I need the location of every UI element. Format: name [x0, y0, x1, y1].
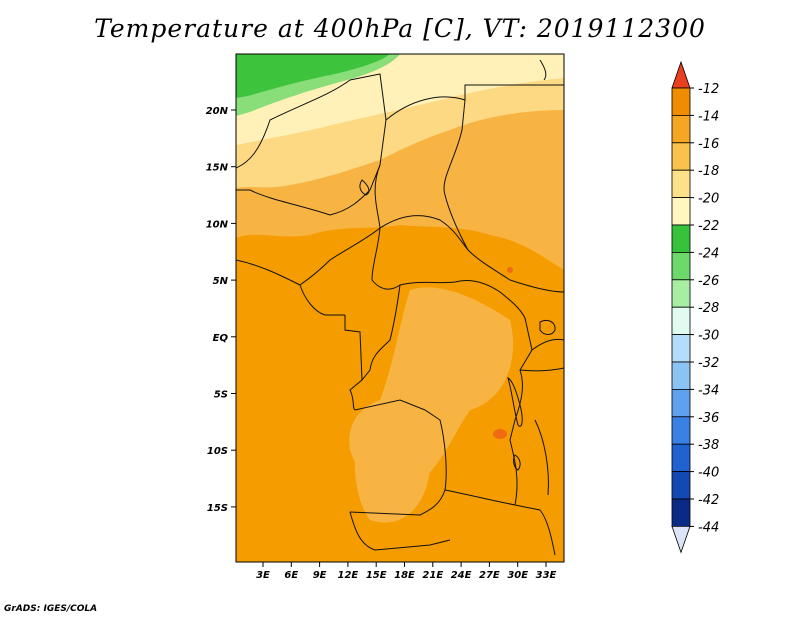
colorbar-high-triangle [671, 60, 691, 89]
border-line [344, 315, 447, 516]
map-frame [235, 53, 565, 563]
colorbar-label: -24 [698, 246, 719, 261]
colorbar-segment [671, 361, 691, 390]
field-hot-spot [507, 267, 513, 273]
colorbar-label: -16 [698, 137, 719, 152]
colorbar-label: -14 [698, 109, 719, 124]
field-hot-spot [493, 429, 507, 439]
lon-tick-label: 27E [479, 570, 500, 581]
field-green-patch [236, 54, 390, 98]
lat-tick-label: 5S [214, 390, 228, 401]
colorbar-segment [671, 443, 691, 473]
lake-outline [507, 377, 523, 427]
colorbar-label: -36 [698, 411, 719, 426]
colorbar-label: -18 [698, 164, 719, 179]
lat-tick-label: 10N [206, 219, 229, 230]
colorbar-label: -40 [698, 466, 719, 481]
border-line [349, 511, 451, 551]
lon-tick-label: 6E [284, 570, 298, 581]
lon-tick-label: 18E [394, 570, 415, 581]
colorbar-label: -44 [698, 520, 719, 535]
colorbar-label: -22 [698, 219, 719, 234]
colorbar-label: -30 [698, 329, 719, 344]
lat-tick-label: 5N [213, 276, 229, 287]
colorbar-segment [671, 87, 691, 116]
colorbar-segment [671, 334, 691, 363]
lon-tick-label: 24E [451, 570, 472, 581]
lat-tick-label: 15S [207, 503, 228, 514]
border-line [299, 164, 381, 286]
colorbar-label: -12 [698, 82, 719, 97]
longitude-axis: 3E 6E 9E 12E 15E 18E 21E 24E 27E 30E 33E [256, 562, 557, 581]
border-line [379, 215, 469, 251]
colorbar-segment [671, 169, 691, 198]
border-line [534, 419, 549, 496]
chart-title: Temperature at 400hPa [C], VT: 201911230… [94, 14, 706, 43]
colorbar-label: -20 [698, 192, 719, 207]
colorbar-label: -34 [698, 383, 719, 398]
colorbar-label: -28 [698, 301, 719, 316]
coastline [539, 59, 547, 81]
colorbar-segment [671, 197, 691, 226]
border-line [509, 439, 518, 506]
colorbar: -12 -14 -16 -18 -20 -22 -24 -26 -28 -30 -32 -34 -36 -… [671, 60, 719, 554]
colorbar-segment [671, 115, 691, 144]
lon-tick-label: 21E [422, 570, 443, 581]
colorbar-segment [671, 279, 691, 308]
colorbar-label: -38 [698, 438, 719, 453]
lat-tick-label: 15N [206, 163, 229, 174]
colorbar-segment [671, 388, 691, 418]
lake-outline [359, 179, 370, 196]
colorbar-segment [671, 306, 691, 336]
border-line [236, 73, 387, 216]
lat-tick-label: 10S [207, 446, 228, 457]
colorbar-segment [671, 471, 691, 500]
colorbar-label: -26 [698, 274, 719, 289]
grads-credit: GrADS: IGES/COLA [4, 604, 98, 614]
colorbar-label: -42 [698, 493, 719, 508]
lat-tick-label: 20N [206, 106, 229, 117]
colorbar-segment [671, 498, 691, 527]
lon-tick-label: 15E [366, 570, 387, 581]
border-line [361, 284, 401, 381]
lon-tick-label: 3E [256, 570, 270, 581]
temperature-field [236, 54, 564, 562]
latitude-axis: 20N 15N 10N 5N EQ 5S 10S 15S [206, 106, 236, 514]
colorbar-segment [671, 142, 691, 171]
field-warm-region-southwest [354, 417, 430, 523]
border-line [236, 259, 345, 316]
lon-tick-label: 30E [507, 570, 528, 581]
colorbar-segment [671, 224, 691, 253]
lon-tick-label: 33E [536, 570, 557, 581]
lat-tick-label: EQ [213, 333, 229, 344]
border-line [385, 84, 564, 121]
colorbar-label: -32 [698, 356, 719, 371]
lon-tick-label: 9E [313, 570, 327, 581]
lon-tick-label: 12E [338, 570, 359, 581]
country-borders [236, 59, 564, 556]
colorbar-segment [671, 416, 691, 445]
lake-outline [513, 454, 521, 471]
colorbar-segment [671, 251, 691, 281]
lake-outline [539, 319, 556, 335]
border-line [531, 338, 564, 351]
colorbar-low-triangle [671, 526, 691, 554]
border-line [519, 367, 564, 372]
